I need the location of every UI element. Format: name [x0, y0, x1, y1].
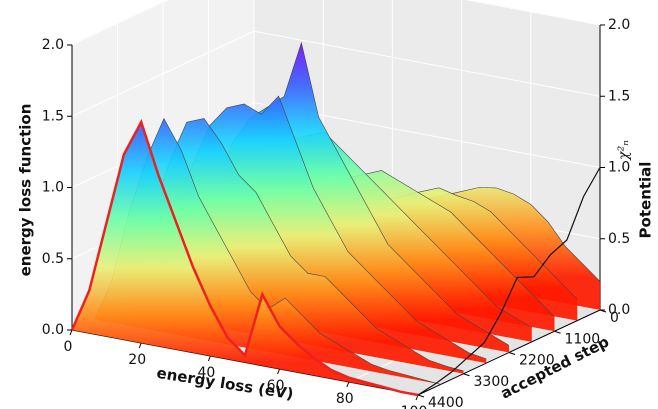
x-tick-label: 40: [197, 365, 215, 381]
grid-line: [253, 30, 601, 97]
slice-fill: [72, 122, 418, 395]
grid-line: [464, 0, 601, 26]
y2-tick-label: 0.5: [608, 231, 630, 247]
x-tick: [207, 355, 211, 362]
z-axis-label: energy loss function: [17, 104, 35, 277]
z-tick-label: 0.5: [42, 251, 64, 267]
x-tick-label: 0: [64, 339, 73, 355]
z-tick-label: 1.0: [42, 180, 64, 196]
x-tick-label: 20: [128, 352, 146, 368]
y2-axis-label: Potential: [637, 162, 655, 239]
y2-tick-label: 1.5: [608, 88, 630, 104]
y-tick-label: 0: [610, 310, 619, 326]
x-axis-label: energy loss (eV): [155, 364, 294, 403]
front-curve: [70, 118, 419, 397]
z-tick-label: 2.0: [42, 37, 64, 53]
y-tick: [554, 330, 561, 334]
x-tick-label: 60: [267, 378, 285, 394]
x-tick: [277, 368, 281, 375]
y-tick-label: 1100: [565, 331, 601, 347]
z-tick-label: 0.0: [42, 322, 64, 338]
y2-tick-label: 2.0: [608, 17, 630, 33]
potential-line: [417, 167, 601, 396]
x-tick: [69, 329, 73, 336]
y2-symbol: χ²ₙ: [616, 140, 632, 161]
y-tick-label: 2200: [519, 353, 555, 369]
y2-tick-label: 1.0: [608, 160, 630, 176]
y-tick-label: 3300: [474, 374, 510, 390]
y-tick: [508, 352, 516, 355]
y2-tick-label: 0.0: [608, 302, 630, 318]
x-tick-label: 80: [336, 391, 354, 407]
y-tick: [463, 373, 470, 377]
x-tick-label: 100: [401, 404, 428, 409]
x-tick: [138, 342, 142, 349]
y-tick: [417, 394, 425, 398]
z-tick-label: 1.5: [42, 108, 64, 124]
x-tick: [346, 381, 350, 388]
y-tick-label: 4400: [428, 395, 464, 409]
